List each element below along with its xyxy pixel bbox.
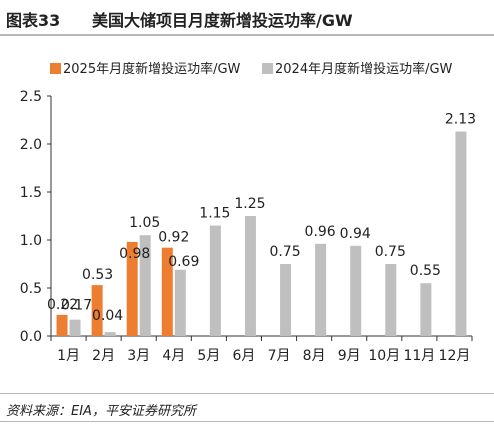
bar-2024: [209, 225, 221, 336]
y-tick-label: 0.5: [20, 281, 42, 297]
x-tick-label: 11月: [403, 348, 435, 364]
data-label-2024: 0.75: [375, 244, 406, 260]
x-tick-label: 12月: [439, 348, 471, 364]
x-tick-label: 7月: [268, 348, 291, 364]
bottom-divider: [0, 421, 494, 422]
data-label-2024: 2.13: [445, 112, 476, 128]
legend-label-2025: 2025年月度新增投运功率/GW: [63, 61, 241, 77]
bar-2025: [161, 247, 173, 336]
y-axis: 0.0 0.5 1.0 1.5 2.0 2.5: [20, 89, 52, 345]
x-tick-label: 3月: [127, 348, 150, 364]
data-label-2024: 0.17: [61, 298, 92, 314]
figure-title: 美国大储项目月度新增投运功率/GW: [92, 11, 353, 30]
legend-label-2024: 2024年月度新增投运功率/GW: [275, 61, 453, 77]
bar-2024: [139, 235, 151, 336]
bar-2025: [91, 285, 103, 336]
y-tick-label: 2.0: [20, 137, 42, 153]
bar-2025: [56, 314, 68, 336]
data-label-2025: 0.98: [119, 246, 150, 262]
bar-2025: [126, 241, 138, 336]
figure-header: 图表33 美国大储项目月度新增投运功率/GW: [0, 0, 494, 36]
y-tick-label: 1.5: [20, 185, 42, 201]
bar-2024: [385, 264, 397, 336]
legend-swatch-2024: [262, 63, 273, 74]
data-label-2024: 0.96: [305, 224, 336, 240]
bar-2024: [420, 283, 432, 336]
figure-label: 图表33: [6, 11, 61, 30]
bar-2024: [244, 216, 256, 336]
bar-2024: [69, 319, 81, 336]
legend: 2025年月度新增投运功率/GW 2024年月度新增投运功率/GW: [50, 61, 453, 77]
bar-2024: [455, 131, 467, 336]
x-axis: 1月 2月 3月 4月 5月 6月 7月 8月 9月 10月 11月 12月: [50, 335, 473, 364]
x-tick-label: 6月: [232, 348, 255, 364]
data-label-2024: 0.04: [92, 308, 123, 324]
bar-2024: [280, 264, 292, 336]
x-tick-label: 8月: [303, 348, 326, 364]
data-label-2024: 0.75: [269, 244, 300, 260]
x-tick-label: 5月: [197, 348, 220, 364]
legend-swatch-2025: [50, 63, 61, 74]
data-label-2025: 0.53: [82, 267, 113, 283]
x-tick-label: 9月: [338, 348, 361, 364]
x-tick-label: 10月: [368, 348, 400, 364]
data-label-2024: 0.55: [410, 263, 441, 279]
y-tick-label: 1.0: [20, 233, 42, 249]
x-tick-label: 4月: [162, 348, 185, 364]
data-label-2024: 1.05: [129, 215, 160, 231]
source-divider: [0, 393, 494, 394]
source-note: 资料来源：EIA，平安证券研究所: [6, 404, 196, 419]
data-label-2024: 0.94: [340, 226, 371, 242]
data-label-2025: 0.22: [47, 297, 78, 313]
bar-2024: [174, 269, 186, 336]
bars: [56, 131, 467, 336]
data-label-2024: 1.15: [199, 206, 230, 222]
data-labels: 0.220.17 0.53 0.04 0.98 1.050.92 0.69 1.151.25…: [47, 112, 476, 325]
bar-2024: [315, 243, 327, 336]
y-tick-label: 0.0: [20, 329, 42, 345]
y-tick-label: 2.5: [20, 89, 42, 105]
bar-2024: [350, 245, 362, 336]
bar-chart: 2025年月度新增投运功率/GW 2024年月度新增投运功率/GW 0.0 0.5…: [20, 61, 476, 364]
data-label-2024: 1.25: [234, 196, 265, 212]
data-label-2024: 0.69: [168, 254, 199, 270]
x-tick-label: 2月: [92, 348, 115, 364]
x-tick-label: 1月: [57, 348, 80, 364]
data-label-2025: 0.92: [158, 230, 189, 246]
bar-2024: [104, 332, 116, 336]
